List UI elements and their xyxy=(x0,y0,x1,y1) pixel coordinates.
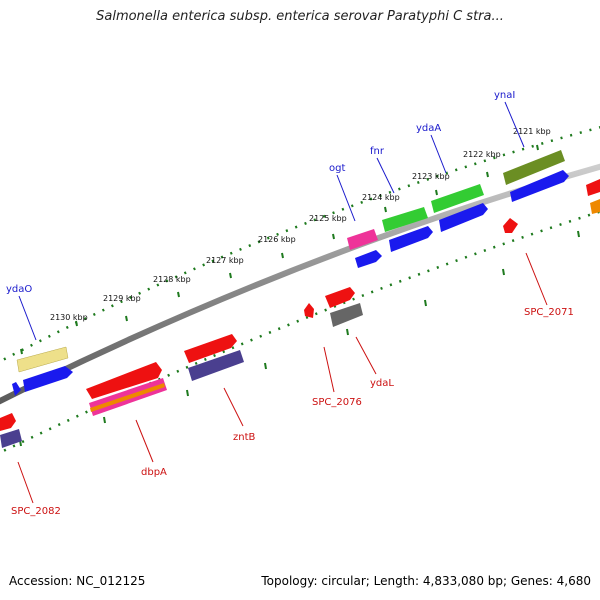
feature-ydaO-fwd-blue[interactable] xyxy=(23,366,73,392)
feature-small-blue-arrow[interactable] xyxy=(12,382,21,396)
feature-ydaL-red[interactable] xyxy=(325,287,355,308)
genome-backbone xyxy=(0,163,600,405)
feature-ydaO[interactable] xyxy=(16,346,69,373)
tick-label-2129: 2129 kbp xyxy=(103,294,141,303)
feature-SPC_2071[interactable] xyxy=(503,218,518,233)
feature-ynaI[interactable] xyxy=(503,150,565,185)
feature-dbpA-red[interactable] xyxy=(86,362,162,399)
gene-label-SPC_2076[interactable]: SPC_2076 xyxy=(312,397,362,408)
gene-label-dbpA[interactable]: dbpA xyxy=(141,467,167,478)
outer-major-ticks xyxy=(20,144,539,355)
feature-SPC_2082[interactable] xyxy=(0,429,22,448)
feature-SPC_2082-red[interactable] xyxy=(0,413,16,431)
gene-label-zntB[interactable]: zntB xyxy=(233,432,256,443)
tick-label-2123: 2123 kbp xyxy=(412,172,450,181)
feature-edge-red[interactable] xyxy=(586,179,600,196)
gene-label-fnr[interactable]: fnr xyxy=(370,146,385,157)
accession-label: Accession: NC_012125 xyxy=(9,574,146,588)
gene-label-ynaI[interactable]: ynaI xyxy=(494,90,515,101)
tick-label-2126: 2126 kbp xyxy=(258,235,296,244)
tick-label-2128: 2128 kbp xyxy=(153,275,191,284)
feature-dbpA-stripe-orange[interactable] xyxy=(90,383,165,412)
feature-ogt[interactable] xyxy=(347,229,378,250)
feature-ydaA[interactable] xyxy=(431,184,484,213)
feature-ynaI-blue[interactable] xyxy=(510,170,569,202)
feature-zntB-red[interactable] xyxy=(184,334,237,363)
topology-label: Topology: circular; Length: 4,833,080 bp… xyxy=(261,574,591,588)
gene-label-ydaO[interactable]: ydaO xyxy=(6,284,32,295)
reverse-leaders xyxy=(17,252,548,504)
feature-ogt-blue[interactable] xyxy=(355,250,382,268)
feature-ydaA-blue[interactable] xyxy=(439,203,488,232)
gene-label-SPC_2082[interactable]: SPC_2082 xyxy=(11,506,61,517)
forward-features xyxy=(12,150,600,396)
gene-label-ydaA[interactable]: ydaA xyxy=(416,123,441,134)
tick-label-2127: 2127 kbp xyxy=(206,256,244,265)
gene-label-ogt[interactable]: ogt xyxy=(329,163,345,174)
inner-tick-ring xyxy=(0,210,600,454)
gene-label-ydaL[interactable]: ydaL xyxy=(370,378,394,389)
outer-tick-ring xyxy=(0,126,600,363)
map-title: Salmonella enterica subsp. enterica sero… xyxy=(96,9,504,24)
tick-label-2130: 2130 kbp xyxy=(50,313,88,322)
tick-label-2122: 2122 kbp xyxy=(463,150,501,159)
forward-leaders xyxy=(18,101,525,341)
feature-edge-orange[interactable] xyxy=(590,199,600,214)
tick-label-2125: 2125 kbp xyxy=(309,214,347,223)
feature-ydaL[interactable] xyxy=(330,303,363,327)
feature-fnr-blue[interactable] xyxy=(389,226,433,252)
feature-fnr[interactable] xyxy=(382,207,428,232)
inner-major-ticks xyxy=(19,230,580,447)
gene-label-SPC_2071[interactable]: SPC_2071 xyxy=(524,307,574,318)
reverse-features xyxy=(0,287,363,448)
feature-zntB[interactable] xyxy=(188,350,244,381)
feature-SPC_2076[interactable] xyxy=(304,303,314,318)
tick-label-2121: 2121 kbp xyxy=(513,127,551,136)
tick-label-2124: 2124 kbp xyxy=(362,193,400,202)
